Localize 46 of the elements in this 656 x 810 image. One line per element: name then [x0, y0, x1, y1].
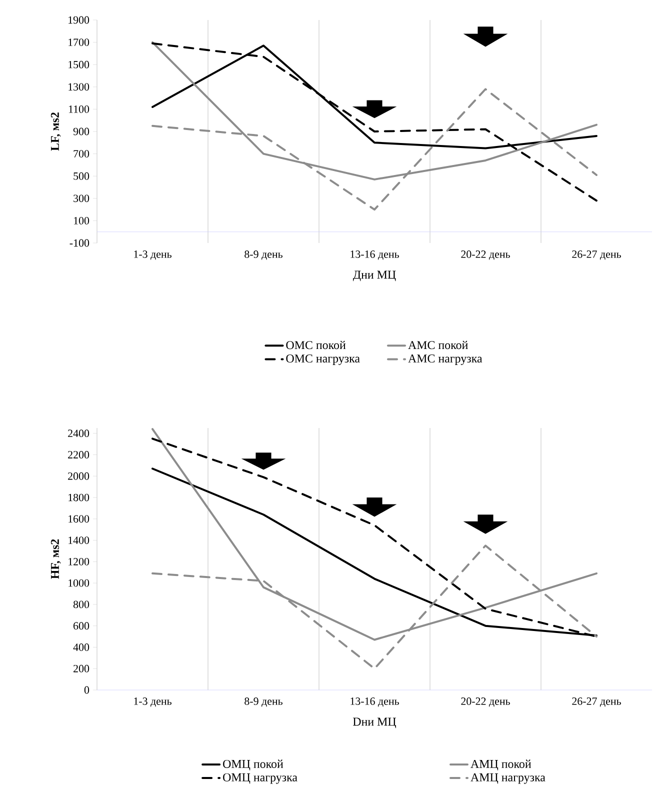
y-tick-label: 500 [74, 172, 90, 180]
x-tick-label: 13-16 день [350, 250, 399, 260]
y-tick-label: 1800 [68, 494, 90, 502]
x-tick-label: 20-22 день [461, 698, 510, 707]
y-axis-title: LF, мs2 [50, 112, 61, 151]
x-tick-label: 8-9 день [244, 250, 282, 260]
x-tick-label: 20-22 день [461, 250, 510, 260]
x-axis-title: Dни МЦ [353, 718, 396, 728]
y-tick-label: 600 [74, 622, 90, 630]
y-tick-label: 1900 [68, 16, 90, 24]
legend-label: АМС покой [408, 340, 468, 350]
y-tick-label: 800 [73, 600, 90, 608]
x-tick-label: 26-27 день [572, 250, 621, 260]
y-tick-label: 1200 [68, 558, 90, 566]
y-tick-label: 900 [73, 128, 90, 136]
y-tick-label: 1400 [68, 536, 90, 544]
x-tick-label: 1-3 день [134, 698, 172, 707]
y-tick-label: 2000 [68, 472, 90, 480]
x-tick-label: 13-16 день [350, 698, 399, 707]
x-axis-title: Дни МЦ [352, 270, 396, 282]
x-tick-label: 8-9 день [244, 698, 282, 707]
y-tick-label: 1700 [68, 38, 90, 46]
x-tick-label: 26-27 день [572, 698, 621, 707]
y-tick-label: 400 [73, 644, 90, 651]
y-tick-label: 300 [74, 194, 90, 202]
legend-label: АМС нагрузка [408, 354, 482, 365]
y-tick-label: 1600 [68, 515, 90, 523]
y-tick-label: 700 [74, 150, 90, 158]
y-tick-label: 200 [74, 664, 90, 672]
y-tick-label: 1000 [68, 579, 90, 587]
legend-label: ОМЦ покой [223, 760, 284, 770]
y-tick-label: 1300 [68, 83, 90, 91]
legend-label: АМЦ покой [470, 760, 532, 770]
y-tick-label: 100 [74, 217, 90, 224]
x-tick-label: 1-3 день [134, 250, 172, 260]
y-tick-label: 0 [84, 686, 90, 694]
y-tick-label: 1100 [68, 106, 90, 113]
y-axis-title: HF, мs2 [50, 539, 61, 579]
legend-label: АМЦ нагрузка [470, 773, 546, 784]
y-tick-label: 2400 [68, 430, 90, 438]
legend-label: ОМС покой [286, 340, 346, 350]
y-tick-label: -100 [70, 239, 90, 247]
legend-label: ОМЦ нагрузка [223, 773, 298, 784]
legend-label: ОМС нагрузка [286, 354, 360, 365]
y-tick-label: 2200 [68, 451, 90, 458]
y-tick-label: 1500 [68, 60, 90, 68]
